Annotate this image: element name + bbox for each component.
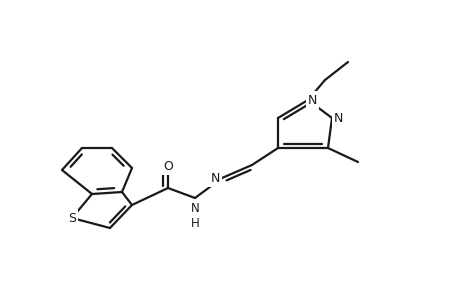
Text: N: N: [210, 172, 219, 184]
Text: S: S: [68, 212, 76, 224]
Text: N: N: [333, 112, 342, 124]
Text: O: O: [162, 160, 173, 172]
Text: N: N: [308, 94, 317, 106]
Text: N
H: N H: [190, 202, 199, 230]
